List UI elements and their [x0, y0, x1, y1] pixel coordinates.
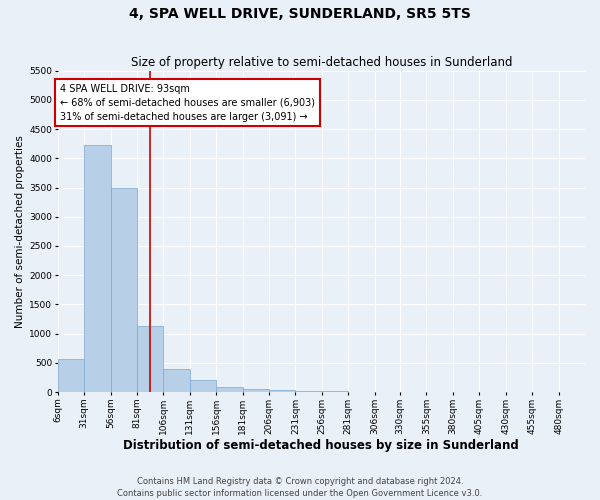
Bar: [295, 391, 322, 392]
Y-axis label: Number of semi-detached properties: Number of semi-detached properties: [15, 135, 25, 328]
Bar: [110, 188, 137, 392]
Text: 4 SPA WELL DRIVE: 93sqm
← 68% of semi-detached houses are smaller (6,903)
31% of: 4 SPA WELL DRIVE: 93sqm ← 68% of semi-de…: [60, 84, 315, 122]
Bar: [163, 369, 190, 392]
Bar: [84, 146, 110, 392]
Bar: [216, 387, 242, 392]
Bar: [190, 380, 216, 392]
Bar: [242, 388, 269, 392]
Title: Size of property relative to semi-detached houses in Sunderland: Size of property relative to semi-detach…: [131, 56, 512, 70]
Text: 4, SPA WELL DRIVE, SUNDERLAND, SR5 5TS: 4, SPA WELL DRIVE, SUNDERLAND, SR5 5TS: [129, 8, 471, 22]
Bar: [58, 358, 84, 392]
X-axis label: Distribution of semi-detached houses by size in Sunderland: Distribution of semi-detached houses by …: [124, 440, 519, 452]
Text: Contains HM Land Registry data © Crown copyright and database right 2024.
Contai: Contains HM Land Registry data © Crown c…: [118, 476, 482, 498]
Bar: [137, 326, 163, 392]
Bar: [269, 390, 295, 392]
